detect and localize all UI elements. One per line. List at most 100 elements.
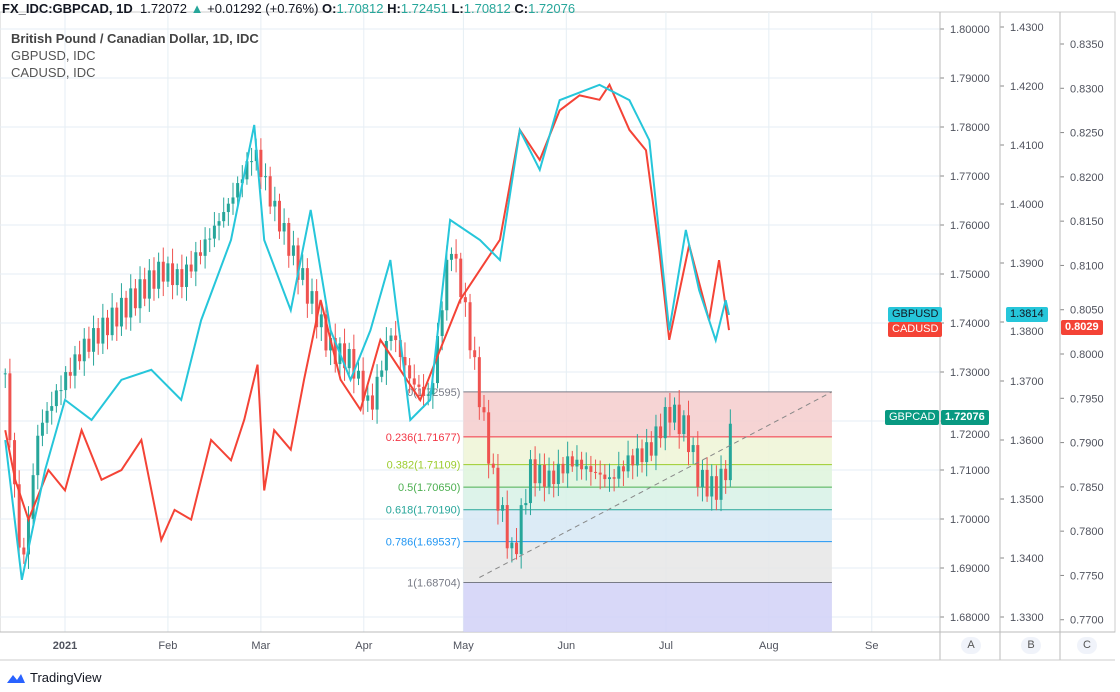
candle-body bbox=[8, 373, 12, 441]
axis-b-label: 1.4100 bbox=[1010, 140, 1044, 152]
legend-gbpusd[interactable]: GBPUSD, IDC bbox=[11, 48, 96, 63]
candle-body bbox=[31, 475, 35, 519]
time-axis-label: Jun bbox=[557, 640, 575, 652]
candle-body bbox=[194, 252, 198, 272]
candle-body bbox=[273, 200, 277, 207]
candle-body bbox=[384, 341, 388, 371]
axis-c-label: 0.7900 bbox=[1070, 438, 1104, 450]
candle-body bbox=[375, 376, 379, 410]
axis-a-label: 1.74000 bbox=[950, 318, 990, 330]
axis-c-label: 0.8300 bbox=[1070, 83, 1104, 95]
candle-body bbox=[250, 161, 254, 163]
axis-a-label: 1.71000 bbox=[950, 465, 990, 477]
candle-body bbox=[22, 547, 26, 555]
candle-body bbox=[501, 505, 505, 511]
cadusd-tag: CADUSD bbox=[888, 322, 943, 337]
candle-body bbox=[208, 238, 212, 240]
candle-body bbox=[124, 297, 128, 318]
candle-body bbox=[524, 503, 528, 506]
up-arrow-icon: ▲ bbox=[190, 1, 204, 16]
candle-body bbox=[440, 310, 444, 337]
axis-c-label: 0.8100 bbox=[1070, 260, 1104, 272]
axis-a-label: 1.72000 bbox=[950, 429, 990, 441]
gbpcad-tag: GBPCAD bbox=[885, 410, 940, 425]
axis-c-label: 0.8000 bbox=[1070, 349, 1104, 361]
candle-body bbox=[607, 477, 611, 480]
candle-body bbox=[463, 297, 467, 303]
legend-cadusd[interactable]: CADUSD, IDC bbox=[11, 65, 96, 80]
cadusd-price-tag: 0.8029 bbox=[1061, 320, 1103, 335]
candle-body bbox=[287, 222, 291, 256]
axis-a-label: 1.76000 bbox=[950, 220, 990, 232]
fib-level-label: 0.618(1.70190) bbox=[386, 505, 461, 517]
gbpcad-price-tag: 1.72076 bbox=[941, 410, 989, 425]
candle-body bbox=[552, 470, 556, 485]
candle-body bbox=[659, 426, 663, 439]
candle-body bbox=[673, 404, 677, 423]
candle-body bbox=[584, 466, 588, 470]
candle-body bbox=[82, 338, 86, 362]
time-axis-label: Feb bbox=[158, 640, 177, 652]
candle-body bbox=[626, 455, 630, 472]
axis-b-label: 1.4300 bbox=[1010, 22, 1044, 34]
axis-a-label: 1.73000 bbox=[950, 367, 990, 379]
time-axis-label: Se bbox=[865, 640, 878, 652]
gbpusd-price-tag: 1.3814 bbox=[1006, 307, 1048, 322]
candle-body bbox=[59, 390, 63, 392]
time-axis-label: Jul bbox=[659, 640, 673, 652]
time-axis-label: Aug bbox=[759, 640, 779, 652]
candle-body bbox=[361, 370, 365, 401]
candle-body bbox=[366, 395, 370, 401]
close-label: C: bbox=[514, 1, 529, 16]
fib-zone bbox=[463, 509, 832, 542]
candle-body bbox=[166, 263, 170, 282]
candle-body bbox=[110, 307, 114, 336]
scale-c-button[interactable]: C bbox=[1077, 637, 1097, 654]
candle-body bbox=[50, 406, 54, 411]
candle-body bbox=[264, 176, 268, 178]
candle-body bbox=[152, 270, 156, 289]
candle-body bbox=[510, 542, 514, 549]
candle-body bbox=[496, 467, 500, 511]
candle-body bbox=[226, 203, 230, 213]
candle-body bbox=[45, 410, 49, 423]
axis-b-label: 1.3400 bbox=[1010, 553, 1044, 565]
candle-body bbox=[566, 456, 570, 474]
footer-brand[interactable]: TradingView bbox=[6, 670, 102, 685]
legend-main[interactable]: British Pound / Canadian Dollar, 1D, IDC bbox=[11, 31, 259, 46]
candle-body bbox=[92, 328, 96, 352]
candle-body bbox=[301, 268, 305, 280]
candle-body bbox=[96, 328, 100, 344]
candle-body bbox=[398, 340, 402, 358]
axis-b-label: 1.3500 bbox=[1010, 494, 1044, 506]
candle-body bbox=[203, 239, 207, 256]
fib-zone bbox=[463, 391, 832, 437]
symbol-header: FX_IDC:GBPCAD, 1D 1.72072 ▲ +0.01292 (+0… bbox=[2, 0, 575, 17]
axis-c-label: 0.8250 bbox=[1070, 128, 1104, 140]
fib-zone bbox=[463, 464, 832, 488]
candle-body bbox=[426, 394, 430, 396]
candle-body bbox=[417, 384, 421, 387]
candle-body bbox=[515, 542, 519, 555]
candle-body bbox=[654, 426, 658, 456]
candle-body bbox=[54, 390, 58, 407]
candle-body bbox=[380, 370, 384, 377]
axis-a-label: 1.68000 bbox=[950, 612, 990, 624]
candle-body bbox=[370, 395, 374, 410]
candle-body bbox=[649, 442, 653, 456]
candle-body bbox=[389, 335, 393, 342]
candle-body bbox=[570, 456, 574, 467]
candle-body bbox=[171, 263, 175, 286]
candle-body bbox=[277, 200, 281, 232]
axis-a-label: 1.75000 bbox=[950, 269, 990, 281]
candle-body bbox=[691, 445, 695, 453]
candle-body bbox=[133, 288, 137, 309]
candle-body bbox=[668, 406, 672, 423]
scale-b-button[interactable]: B bbox=[1021, 637, 1041, 654]
candle-body bbox=[333, 337, 337, 365]
scale-a-button[interactable]: A bbox=[961, 637, 981, 654]
series-legend: British Pound / Canadian Dollar, 1D, IDC… bbox=[11, 30, 259, 81]
candle-body bbox=[459, 258, 463, 298]
candle-body bbox=[612, 477, 616, 479]
